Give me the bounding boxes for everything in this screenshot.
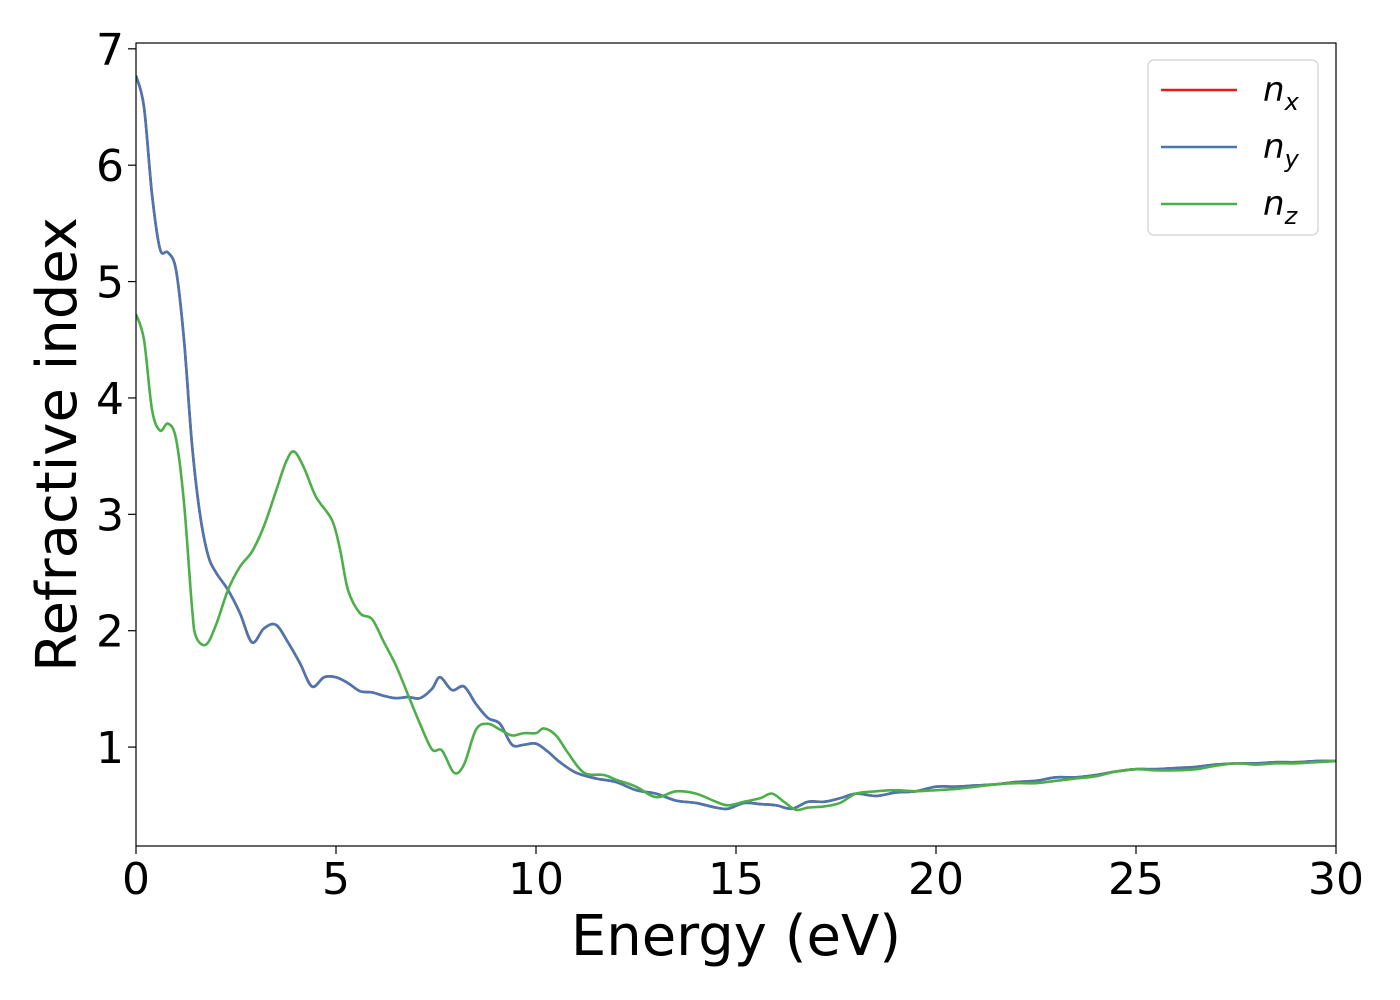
- tick-layer: 0 5 10 15 20 25 30 1 2 3 4 5 6 7: [96, 25, 1364, 905]
- legend-subscript-z: z: [1284, 202, 1299, 230]
- y-tick-label: 1: [96, 723, 124, 774]
- x-tick-label: 25: [1108, 854, 1164, 905]
- x-tick-label: 15: [708, 854, 764, 905]
- x-axis-title: Energy (eV): [571, 904, 901, 969]
- y-tick-label: 7: [96, 25, 124, 76]
- series-line-n-z: [136, 313, 1336, 812]
- series-layer: [136, 75, 1336, 812]
- x-tick-label: 5: [322, 854, 350, 905]
- y-tick-label: 6: [96, 141, 124, 192]
- y-axis-title: Refractive index: [25, 217, 90, 672]
- x-tick-label: 0: [122, 854, 150, 905]
- x-tick-label: 10: [508, 854, 564, 905]
- y-tick-label: 2: [96, 607, 124, 658]
- x-tick-label: 30: [1308, 854, 1364, 905]
- x-tick-label: 20: [908, 854, 964, 905]
- legend-subscript-x: x: [1284, 88, 1300, 116]
- y-tick-label: 5: [96, 258, 124, 309]
- y-tick-label: 3: [96, 490, 124, 541]
- legend-subscript-y: y: [1284, 145, 1300, 173]
- y-tick-label: 4: [96, 374, 124, 425]
- series-line-n-y: [136, 75, 1336, 811]
